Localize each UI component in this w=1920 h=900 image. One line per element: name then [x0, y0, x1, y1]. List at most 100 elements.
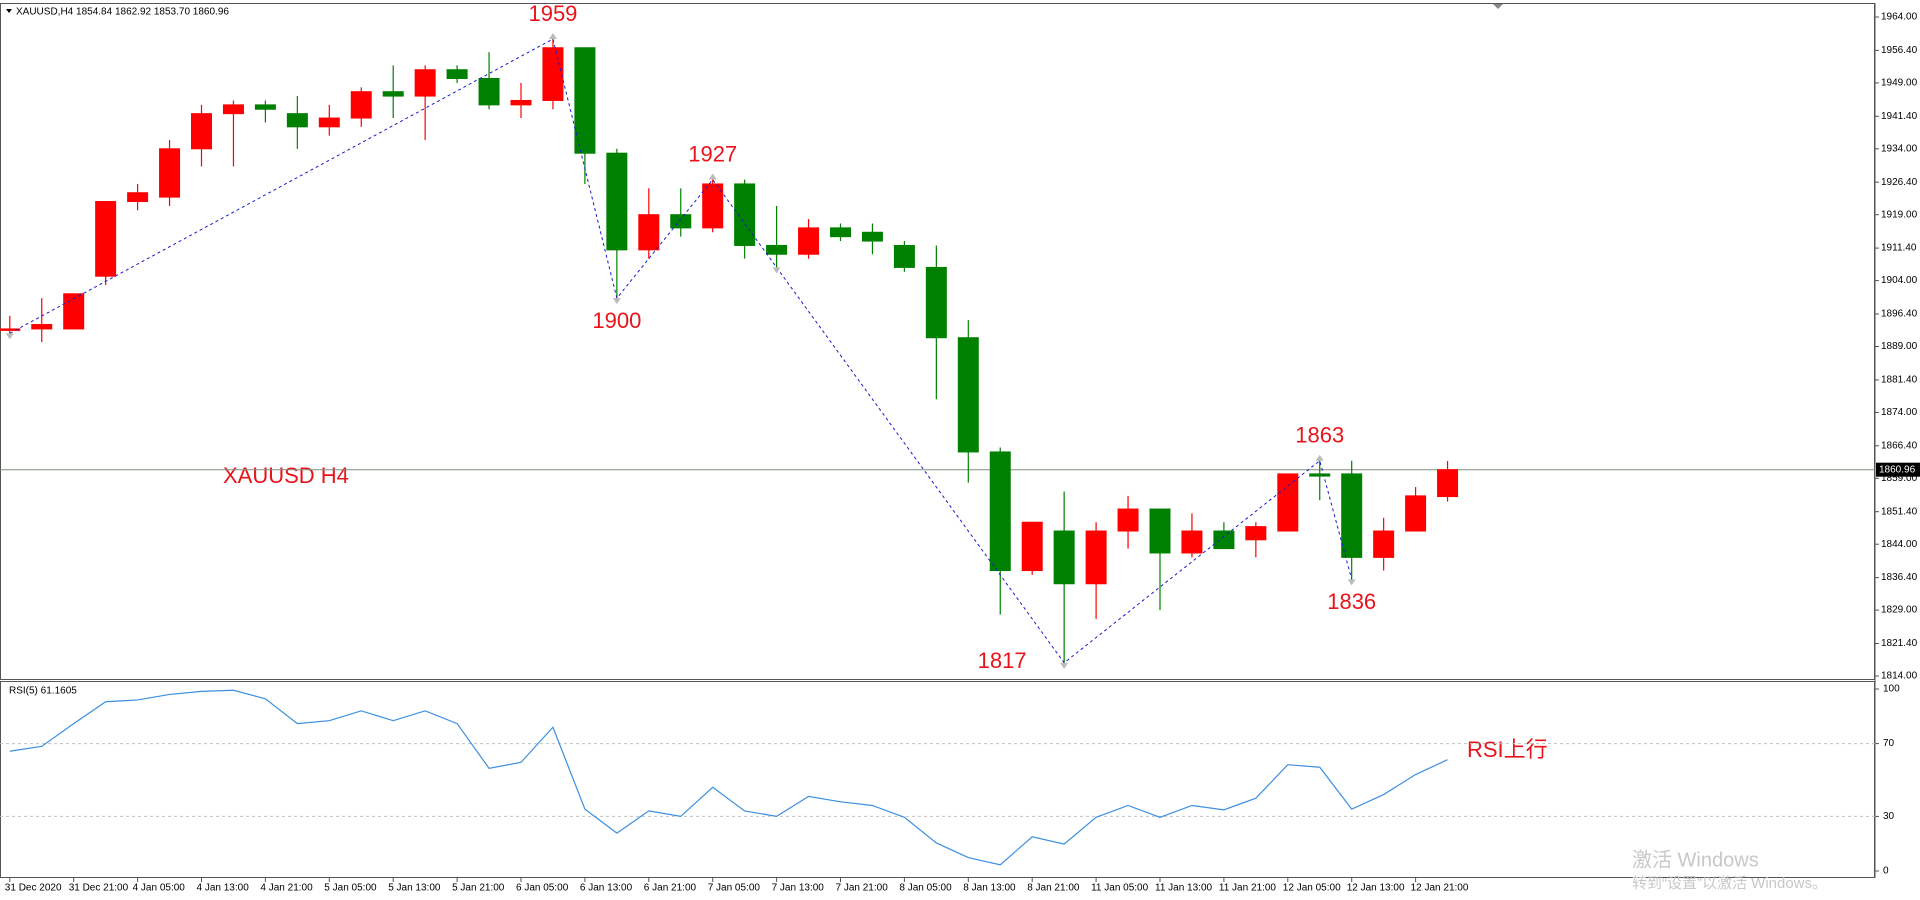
- pivot-marker: [1347, 579, 1356, 586]
- candle-body: [1149, 508, 1171, 554]
- y-tick-label: 1814.00: [1881, 671, 1918, 682]
- x-tick-label: 31 Dec 21:00: [69, 883, 129, 894]
- x-tick-label: 8 Jan 21:00: [1027, 883, 1080, 894]
- candle-body: [254, 104, 276, 110]
- candle-body: [1117, 508, 1139, 532]
- zigzag-line: [9, 38, 1353, 664]
- candle-body: [606, 152, 628, 251]
- candle-body: [478, 78, 500, 106]
- x-tick-label: 12 Jan 05:00: [1283, 883, 1341, 894]
- y-tick-label: 1844.00: [1881, 539, 1918, 550]
- x-tick-label: 11 Jan 21:00: [1219, 883, 1277, 894]
- candle-body: [574, 47, 596, 154]
- pivot-marker: [612, 298, 621, 305]
- candle-body: [1309, 473, 1331, 477]
- pivot-marker: [772, 267, 781, 274]
- candle-body: [1021, 521, 1043, 572]
- y-tick-label: 70: [1883, 738, 1895, 749]
- x-tick-label: 6 Jan 05:00: [516, 883, 569, 894]
- candle-body: [318, 117, 340, 128]
- pivot-marker: [548, 32, 557, 39]
- candle-body: [127, 192, 149, 203]
- candle-body: [830, 227, 851, 238]
- y-tick-label: 1821.40: [1881, 638, 1918, 649]
- candle-body: [1373, 530, 1395, 558]
- candle-body: [286, 113, 308, 128]
- x-tick-label: 5 Jan 13:00: [388, 883, 441, 894]
- y-tick-label: 1926.40: [1881, 177, 1918, 188]
- y-tick-label: 30: [1883, 811, 1895, 822]
- candle-body: [638, 214, 660, 251]
- candle-body: [63, 293, 85, 330]
- candle-body: [861, 231, 883, 242]
- pivot-marker: [1315, 454, 1324, 461]
- candle-body: [989, 451, 1011, 572]
- y-tick-label: 1836.40: [1881, 572, 1918, 583]
- candle-body: [766, 244, 788, 255]
- candle-body: [1341, 473, 1363, 558]
- pivot-label: 1927: [688, 141, 737, 166]
- pivot-label: 1836: [1327, 589, 1376, 614]
- candle-body: [1085, 530, 1107, 585]
- annotation: XAUUSD H4: [223, 463, 349, 488]
- y-tick-label: 1964.00: [1881, 12, 1918, 23]
- candle-body: [1437, 469, 1459, 498]
- price-tag: 1860.96: [1879, 464, 1916, 475]
- y-tick-label: 1829.00: [1881, 605, 1918, 616]
- y-tick-label: 1874.00: [1881, 407, 1918, 418]
- x-tick-label: 4 Jan 13:00: [197, 883, 250, 894]
- annotation: RSI上行: [1467, 737, 1548, 762]
- x-tick-label: 5 Jan 21:00: [452, 883, 505, 894]
- candle-body: [670, 214, 692, 229]
- candle-body: [1213, 530, 1235, 550]
- y-tick-label: 1896.40: [1881, 309, 1918, 320]
- pivot-label: 1817: [978, 648, 1027, 673]
- candle-body: [1277, 473, 1299, 532]
- x-tick-label: 12 Jan 13:00: [1347, 883, 1405, 894]
- y-tick-label: 1866.40: [1881, 440, 1918, 451]
- candle-body: [925, 266, 947, 339]
- candle-body: [798, 227, 820, 255]
- candle-body: [159, 148, 181, 198]
- candle-body: [382, 91, 404, 97]
- chart-title: XAUUSD,H4 1854.84 1862.92 1853.70 1860.9…: [16, 7, 229, 18]
- pivot-label: 1959: [528, 1, 577, 26]
- y-tick-label: 1956.40: [1881, 45, 1918, 56]
- scroll-marker: [1493, 4, 1503, 9]
- x-tick-label: 11 Jan 05:00: [1091, 883, 1149, 894]
- rsi-title: RSI(5) 61.1605: [9, 686, 77, 697]
- candle-body: [510, 99, 532, 106]
- price-panel: [0, 3, 1875, 680]
- y-tick-label: 1904.00: [1881, 275, 1918, 286]
- candle-body: [446, 69, 468, 80]
- pivot-label: 1900: [592, 308, 641, 333]
- candle-body: [222, 104, 244, 115]
- candle-body: [350, 91, 372, 119]
- y-tick-label: 1934.00: [1881, 143, 1918, 154]
- candle-body: [957, 337, 979, 453]
- pivot-marker: [1060, 662, 1069, 669]
- candle-body: [0, 328, 21, 331]
- candle-body: [1053, 530, 1075, 585]
- y-tick-label: 1911.40: [1881, 243, 1917, 254]
- y-tick-label: 1919.00: [1881, 209, 1918, 220]
- x-tick-label: 5 Jan 05:00: [324, 883, 377, 894]
- y-tick-label: 1889.00: [1881, 341, 1918, 352]
- candle-body: [414, 69, 436, 97]
- y-tick-label: 1949.00: [1881, 78, 1918, 89]
- y-tick-label: 1851.40: [1881, 506, 1918, 517]
- x-tick-label: 8 Jan 13:00: [963, 883, 1016, 894]
- x-tick-label: 31 Dec 2020: [5, 883, 62, 894]
- menu-arrow: [6, 9, 12, 13]
- x-tick-label: 4 Jan 21:00: [260, 883, 313, 894]
- pivot-marker: [5, 333, 14, 340]
- x-tick-label: 4 Jan 05:00: [133, 883, 186, 894]
- watermark-title: 激活 Windows: [1632, 848, 1759, 871]
- y-tick-label: 1941.40: [1881, 111, 1918, 122]
- y-tick-label: 100: [1883, 684, 1900, 695]
- candle-body: [702, 183, 724, 229]
- price-tag-bg: [1876, 462, 1920, 477]
- candle-body: [1181, 530, 1203, 554]
